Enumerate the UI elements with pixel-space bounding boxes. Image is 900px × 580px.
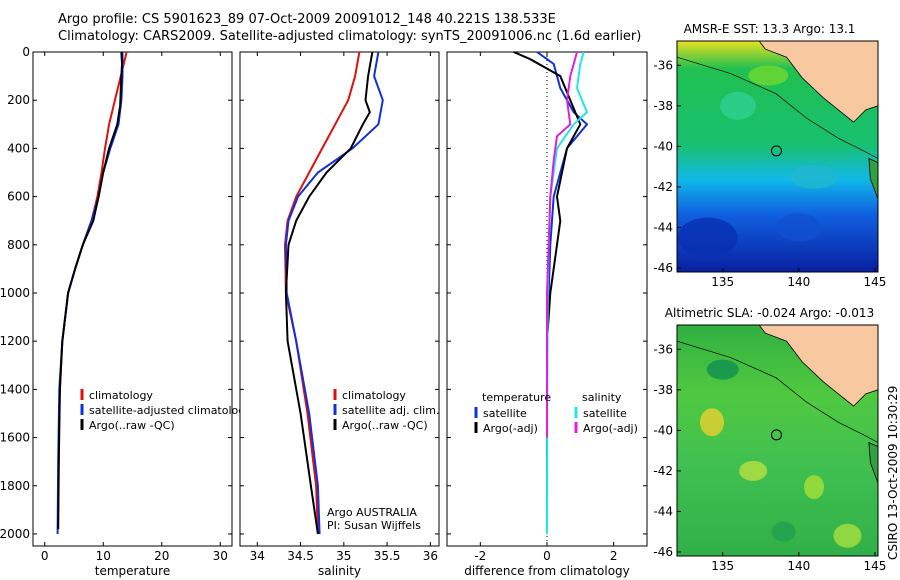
y-tick-label: 800 (7, 238, 30, 252)
x-tick-label: -2 (474, 549, 486, 563)
series-line-argo-adj- (513, 51, 582, 390)
depth-contour (676, 56, 879, 159)
x-tick-label: 0 (543, 549, 551, 563)
y-tick-label: 1200 (0, 334, 30, 348)
x-tick-label: 2 (610, 549, 618, 563)
x-tick-label: 140 (787, 559, 810, 573)
x-tick-label: 30 (213, 549, 228, 563)
y-tick-label: 600 (7, 190, 30, 204)
argo-position-marker (770, 145, 782, 157)
map-field-patch (776, 213, 821, 242)
x-tick-label: 34.5 (287, 549, 314, 563)
map-title: AMSR-E SST: 13.3 Argo: 13.1 (684, 22, 856, 36)
legend-label: Argo(..raw -QC) (342, 419, 428, 432)
side-label: CSIRO 13-Oct-2009 10:30:29 (886, 386, 900, 560)
y-tick-label: -36 (653, 58, 673, 72)
map-panel-2 (676, 324, 879, 557)
map-field-patch (706, 359, 739, 380)
y-tick-label: -40 (653, 139, 673, 153)
legend-label: Argo(-adj) (483, 422, 538, 435)
map-field-patch (833, 523, 862, 548)
series-line-argo-raw-qc- (284, 51, 374, 535)
map-field-patch (790, 164, 839, 189)
map-field-patch (677, 217, 738, 258)
legend-label: Argo(..raw -QC) (89, 419, 175, 432)
y-tick-label: -46 (653, 261, 673, 275)
map-panel-1 (676, 40, 879, 273)
y-tick-label: 400 (7, 141, 30, 155)
map-field-patch (748, 65, 789, 86)
legend-label: climatology (342, 389, 406, 402)
annotation-text: PI: Susan Wijffels (327, 519, 421, 532)
y-tick-label: -36 (653, 342, 673, 356)
legend-label: satellite-adjusted climatology (89, 404, 252, 417)
y-tick-label: 1600 (0, 431, 30, 445)
map-frame (676, 40, 879, 273)
x-axis-label: salinity (318, 564, 361, 578)
legend-label: satellite adj. clim. (342, 404, 439, 417)
x-axis-label: difference from climatology (464, 564, 630, 578)
legend-label: climatology (89, 389, 153, 402)
x-tick-label: 36 (423, 549, 438, 563)
y-tick-label: 0 (22, 45, 30, 59)
profile-panel-1 (32, 51, 233, 547)
x-tick-label: 34 (250, 549, 265, 563)
y-tick-label: 1800 (0, 479, 30, 493)
x-tick-label: 135 (711, 275, 734, 289)
depth-contour (676, 340, 879, 443)
y-tick-label: -38 (653, 99, 673, 113)
x-tick-label: 35.5 (374, 549, 401, 563)
legend-label: satellite (583, 407, 627, 420)
plot-frame (32, 51, 233, 547)
y-tick-label: 2000 (0, 527, 30, 541)
series-line-argo-adj- (546, 51, 578, 438)
x-tick-label: 20 (154, 549, 169, 563)
legend-label: Argo(-adj) (583, 422, 638, 435)
y-tick-label: -42 (653, 180, 673, 194)
x-axis-label: temperature (95, 564, 170, 578)
y-tick-label: -40 (653, 423, 673, 437)
x-tick-label: 135 (711, 559, 734, 573)
y-tick-label: -38 (653, 383, 673, 397)
x-tick-label: 35 (336, 549, 351, 563)
x-tick-label: 10 (96, 549, 111, 563)
figure-title-line1: Argo profile: CS 5901623_89 07-Oct-2009 … (58, 12, 556, 27)
map-field-patch (739, 460, 768, 481)
map-title: Altimetric SLA: -0.024 Argo: -0.013 (665, 306, 874, 320)
x-tick-label: 145 (864, 275, 887, 289)
x-tick-label: 140 (787, 275, 810, 289)
figure-title-line2: Climatology: CARS2009. Satellite-adjuste… (58, 29, 642, 44)
map-frame (676, 324, 879, 557)
map-field-patch (700, 408, 725, 437)
y-tick-label: 1000 (0, 286, 30, 300)
y-tick-label: -42 (653, 464, 673, 478)
y-tick-label: -44 (653, 220, 673, 234)
legend-header: temperature (482, 391, 551, 404)
map-field-patch (719, 91, 756, 120)
map-field-patch (771, 521, 796, 542)
series-line-argo-raw-qc- (57, 51, 124, 530)
map-field-patch (804, 475, 825, 500)
y-tick-label: -44 (653, 504, 673, 518)
x-tick-label: 0 (41, 549, 49, 563)
series-line-climatology (283, 51, 361, 535)
x-tick-label: 145 (864, 559, 887, 573)
y-tick-label: -46 (653, 545, 673, 559)
annotation-text: Argo AUSTRALIA (327, 506, 417, 519)
argo-position-marker (770, 429, 782, 441)
legend-label: satellite (483, 407, 527, 420)
profile-panel-3 (446, 51, 648, 547)
plot-frame (239, 51, 440, 547)
series-line-satellite-adj-clim- (284, 51, 384, 535)
y-tick-label: 200 (7, 93, 30, 107)
y-tick-label: 1400 (0, 382, 30, 396)
legend-header: salinity (582, 391, 622, 404)
profile-panel-2 (239, 51, 440, 547)
